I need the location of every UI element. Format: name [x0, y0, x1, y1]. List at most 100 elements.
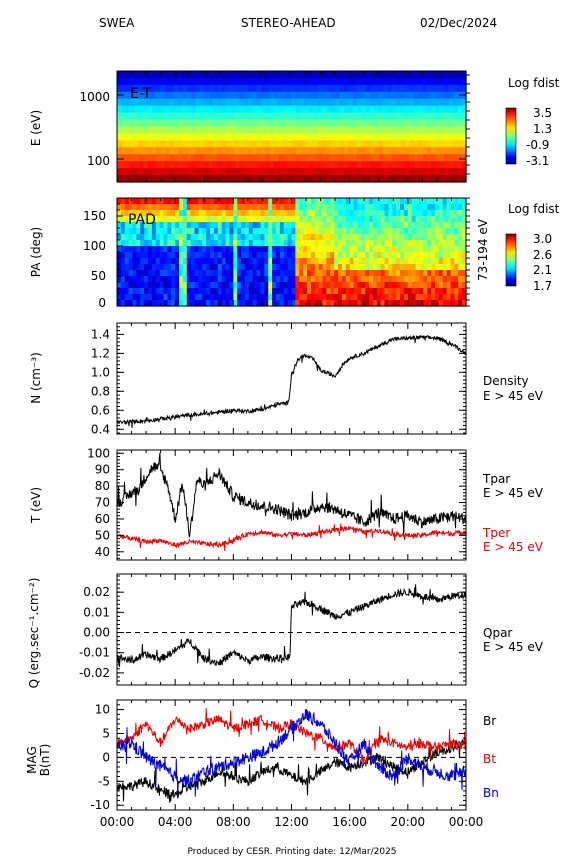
pad-cell: [349, 252, 355, 259]
et-cell: [409, 168, 415, 176]
pad-cell: [388, 276, 393, 283]
et-cell: [409, 140, 415, 148]
pad-cell: [322, 282, 327, 289]
pad-cell: [128, 276, 134, 283]
et-cell: [422, 91, 428, 100]
pad-cell: [384, 288, 390, 295]
et-cell: [317, 168, 323, 176]
et-cell: [121, 105, 127, 114]
et-cell: [164, 77, 170, 86]
et-cell: [413, 154, 419, 162]
pad-cell: [171, 234, 176, 241]
pad-cell: [148, 270, 153, 277]
pad-cell: [295, 234, 300, 241]
et-cell: [409, 112, 415, 121]
et-cell: [444, 154, 450, 162]
pad-cell: [213, 264, 219, 271]
et-cell: [217, 77, 223, 86]
pad-cell: [314, 216, 320, 223]
pad-cell: [190, 288, 196, 295]
et-cell: [352, 154, 358, 162]
et-cell: [313, 77, 319, 86]
pad-cell: [155, 294, 161, 301]
pad-cell: [307, 216, 312, 223]
pad-cell: [186, 210, 192, 217]
pad-cell: [179, 252, 184, 259]
et-cell: [343, 126, 349, 135]
et-cell: [243, 154, 249, 162]
pad-cell: [380, 240, 386, 247]
et-cell: [186, 112, 192, 121]
et-cell: [230, 119, 236, 128]
pad-cell: [132, 252, 137, 259]
pad-cell: [132, 288, 137, 295]
pad-cell: [334, 294, 339, 301]
pad-cell: [403, 270, 409, 277]
et-cell: [457, 126, 463, 135]
et-cell: [404, 154, 410, 162]
pad-cell: [462, 222, 467, 229]
pad-cell: [248, 282, 254, 289]
pad-cell: [454, 276, 459, 283]
et-cell: [256, 154, 262, 162]
et-cell: [308, 140, 314, 148]
pad-cell: [380, 270, 386, 277]
qpar-legend-energy: E > 45 eV: [483, 640, 544, 654]
pad-cell: [462, 276, 467, 283]
pad-cell: [338, 228, 343, 235]
et-cell: [239, 105, 245, 114]
pad-cell: [369, 204, 374, 211]
et-cell: [156, 133, 162, 141]
pad-cell: [376, 210, 382, 217]
pad-cell: [237, 198, 242, 205]
pad-cell: [438, 288, 444, 295]
pad-cell: [206, 288, 211, 295]
pad-cell: [225, 270, 231, 277]
pad-cell: [128, 288, 134, 295]
pad-cell: [423, 276, 428, 283]
pad-cell: [248, 210, 254, 217]
pad-cell: [120, 228, 126, 235]
et-cell: [461, 133, 467, 141]
et-cell: [252, 91, 258, 100]
et-cell: [409, 161, 415, 169]
et-cell: [156, 147, 162, 155]
et-cell: [396, 175, 402, 183]
et-cell: [387, 84, 393, 93]
pad-cell: [415, 276, 421, 283]
et-cell: [391, 71, 397, 79]
pad-cell: [310, 240, 316, 247]
et-cell: [356, 105, 362, 114]
et-cell: [418, 161, 423, 169]
et-cell: [125, 147, 131, 155]
pad-cell: [144, 294, 149, 301]
pad-cell: [252, 216, 258, 223]
et-cell: [330, 126, 336, 135]
pad-cell: [163, 264, 169, 271]
et-cell: [378, 105, 384, 114]
et-cell: [221, 91, 227, 100]
pad-cell: [194, 300, 200, 307]
et-cell: [426, 91, 432, 100]
et-cell: [387, 126, 393, 135]
pad-cell: [136, 246, 141, 253]
et-cell: [147, 91, 153, 100]
et-cell: [422, 105, 428, 114]
et-cell: [182, 119, 188, 128]
pad-cell: [431, 270, 436, 277]
pad-cell: [442, 198, 448, 205]
series-bt: [116, 708, 467, 766]
pad-cell: [454, 294, 459, 301]
pad-cell: [392, 240, 397, 247]
et-cell: [391, 77, 397, 86]
pad-cell: [171, 294, 176, 301]
x-tick-label: 16:00: [332, 815, 367, 829]
et-cell: [422, 147, 428, 155]
et-cell: [404, 119, 410, 128]
et-cell: [461, 77, 467, 86]
et-cell: [199, 133, 205, 141]
et-cell: [313, 71, 319, 79]
et-cell: [173, 119, 179, 128]
pad-cell: [175, 276, 180, 283]
et-cell: [326, 161, 332, 169]
